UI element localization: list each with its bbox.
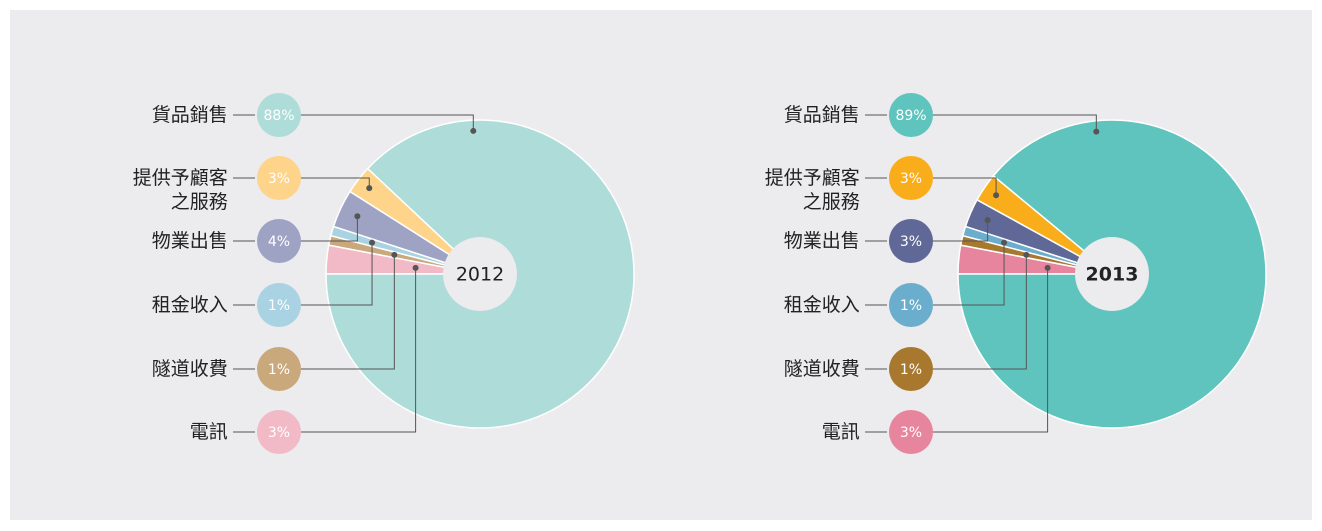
leader-dot [391, 251, 398, 258]
value-label: 1% [268, 298, 290, 314]
value-label: 88% [263, 108, 294, 124]
leader-dot [366, 185, 373, 192]
category-label: 租金收入 [783, 294, 860, 316]
value-label: 3% [900, 425, 922, 441]
leader-line [933, 267, 1049, 433]
leader-line [933, 114, 1097, 132]
value-label: 1% [900, 298, 922, 314]
category-label: 貨品銷售 [783, 104, 860, 126]
value-bubble [889, 347, 933, 391]
leader-dot [1044, 264, 1051, 271]
leader-dot [412, 264, 419, 271]
leader-line [933, 177, 997, 196]
category-label: 電訊 [189, 421, 228, 443]
value-label: 1% [268, 362, 290, 378]
value-bubble [889, 156, 933, 200]
leader-dot [1023, 251, 1030, 258]
value-bubble [889, 410, 933, 454]
value-bubble [257, 219, 301, 263]
category-label: 物業出售 [783, 230, 860, 252]
value-bubble [889, 219, 933, 263]
chart-title: 2012 [456, 264, 504, 286]
value-bubble [889, 93, 933, 137]
value-bubble [889, 283, 933, 327]
leader-line [301, 216, 358, 242]
leader-line [301, 267, 417, 433]
leader-dot [1093, 128, 1100, 135]
value-bubble [257, 156, 301, 200]
leader-line [933, 220, 989, 242]
leader-line [301, 254, 395, 370]
leader-dot [993, 192, 1000, 199]
leader-dot [470, 127, 477, 134]
value-label: 3% [900, 234, 922, 250]
chart-title: 2013 [1086, 264, 1139, 286]
leader-dot [1001, 239, 1008, 246]
leader-line [301, 114, 474, 131]
category-label: 提供予顧客之服務 [764, 167, 860, 213]
category-label: 隧道收費 [151, 358, 228, 380]
category-label: 隧道收費 [783, 358, 860, 380]
category-label: 貨品銷售 [151, 104, 228, 126]
leader-line [933, 254, 1027, 370]
value-label: 3% [268, 171, 290, 187]
center-hole [443, 237, 517, 311]
leader-dot [984, 217, 991, 224]
value-bubble [257, 93, 301, 137]
leader-dot [354, 213, 361, 220]
leader-line [933, 242, 1005, 306]
leader-dot [369, 239, 376, 246]
leader-line [301, 177, 370, 189]
value-label: 3% [900, 171, 922, 187]
category-label: 提供予顧客之服務 [132, 167, 228, 213]
value-label: 89% [895, 108, 926, 124]
category-label: 物業出售 [151, 230, 228, 252]
value-bubble [257, 410, 301, 454]
value-label: 3% [268, 425, 290, 441]
value-bubble [257, 347, 301, 391]
leader-line [301, 242, 373, 306]
category-label: 租金收入 [151, 294, 228, 316]
value-bubble [257, 283, 301, 327]
value-label: 1% [900, 362, 922, 378]
value-label: 4% [268, 234, 290, 250]
category-label: 電訊 [821, 421, 860, 443]
center-hole [1075, 237, 1149, 311]
